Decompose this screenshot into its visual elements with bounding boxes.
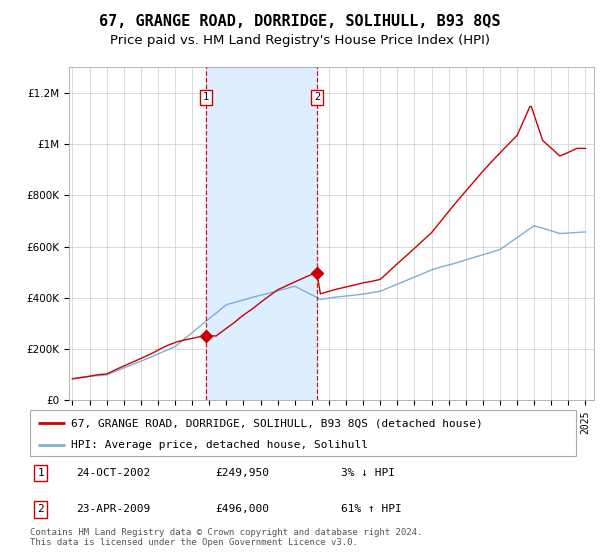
Text: 23-APR-2009: 23-APR-2009 [76,505,151,515]
Text: This data is licensed under the Open Government Licence v3.0.: This data is licensed under the Open Gov… [30,538,358,547]
Text: 2: 2 [38,505,44,515]
Text: 67, GRANGE ROAD, DORRIDGE, SOLIHULL, B93 8QS: 67, GRANGE ROAD, DORRIDGE, SOLIHULL, B93… [99,14,501,29]
Text: 1: 1 [38,468,44,478]
FancyBboxPatch shape [30,410,576,456]
Text: £249,950: £249,950 [215,468,269,478]
Text: Price paid vs. HM Land Registry's House Price Index (HPI): Price paid vs. HM Land Registry's House … [110,34,490,46]
Text: 67, GRANGE ROAD, DORRIDGE, SOLIHULL, B93 8QS (detached house): 67, GRANGE ROAD, DORRIDGE, SOLIHULL, B93… [71,418,482,428]
Text: HPI: Average price, detached house, Solihull: HPI: Average price, detached house, Soli… [71,440,368,450]
Text: 61% ↑ HPI: 61% ↑ HPI [341,505,402,515]
Text: Contains HM Land Registry data © Crown copyright and database right 2024.: Contains HM Land Registry data © Crown c… [30,528,422,536]
Text: £496,000: £496,000 [215,505,269,515]
Bar [206,67,317,400]
Text: 1: 1 [203,92,209,102]
Text: 2: 2 [314,92,320,102]
Text: 24-OCT-2002: 24-OCT-2002 [76,468,151,478]
Text: 3% ↓ HPI: 3% ↓ HPI [341,468,395,478]
